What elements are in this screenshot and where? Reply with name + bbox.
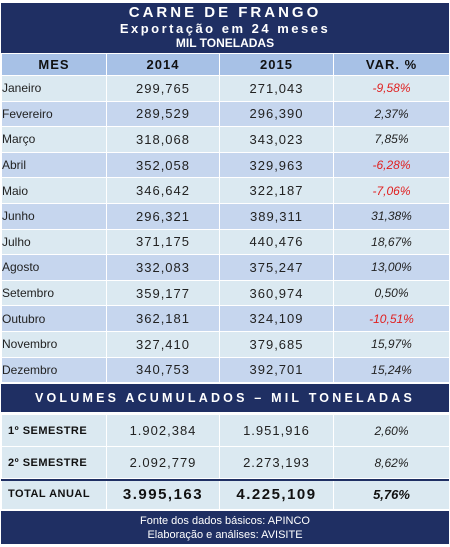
value-var: -10,51%: [333, 305, 450, 332]
table-row: Agosto 332,083 375,247 13,00%: [1, 254, 450, 281]
value-2015: 329,963: [219, 151, 334, 179]
footer-credits: Elaboração e análises: AVISITE: [147, 529, 303, 541]
table-row: Dezembro 340,753 392,701 15,24%: [1, 356, 450, 384]
value-var: 5,76%: [333, 478, 450, 510]
value-var: 18,67%: [333, 228, 450, 256]
column-header-2014: 2014: [106, 53, 220, 76]
value-2015: 2.273,193: [219, 446, 334, 479]
month-cell: Janeiro: [1, 75, 107, 102]
row-label: 2º SEMESTRE: [1, 446, 107, 479]
table-header: CARNE DE FRANGO Exportação em 24 meses M…: [1, 3, 449, 53]
table-footer: Fonte dos dados básicos: APINCO Elaboraç…: [1, 513, 449, 544]
value-2015: 4.225,109: [219, 478, 334, 510]
value-2014: 346,642: [106, 177, 220, 204]
row-label: TOTAL ANUAL: [1, 478, 107, 510]
table-row: Abril 352,058 329,963 -6,28%: [1, 151, 450, 179]
value-2015: 440,476: [219, 228, 334, 256]
value-var: 15,97%: [333, 330, 450, 358]
month-cell: Abril: [1, 151, 107, 179]
total-row: TOTAL ANUAL 3.995,163 4.225,109 5,76%: [1, 478, 450, 510]
value-2015: 1.951,916: [219, 414, 334, 447]
value-2014: 362,181: [106, 305, 220, 332]
table-title: CARNE DE FRANGO: [128, 4, 322, 21]
table-row: Fevereiro 289,529 296,390 2,37%: [1, 100, 450, 128]
month-cell: Junho: [1, 202, 107, 230]
table-row: Junho 296,321 389,311 31,38%: [1, 202, 450, 230]
value-2014: 352,058: [106, 151, 220, 179]
value-2014: 332,083: [106, 254, 220, 281]
table-row: Julho 371,175 440,476 18,67%: [1, 228, 450, 256]
table-row: Novembro 327,410 379,685 15,97%: [1, 330, 450, 358]
value-2014: 2.092,779: [106, 446, 220, 479]
column-header-mes: MES: [1, 53, 107, 76]
column-header-2015: 2015: [219, 53, 334, 76]
month-cell: Novembro: [1, 330, 107, 358]
table-row: Setembro 359,177 360,974 0,50%: [1, 279, 450, 307]
month-cell: Dezembro: [1, 356, 107, 384]
value-var: 8,62%: [333, 446, 450, 479]
divider: [1, 511, 449, 513]
column-header-row: MES 2014 2015 VAR. %: [1, 53, 450, 76]
divider: [1, 479, 449, 481]
month-cell: Março: [1, 126, 107, 153]
value-2014: 318,068: [106, 126, 220, 153]
value-var: 0,50%: [333, 279, 450, 307]
value-2014: 340,753: [106, 356, 220, 384]
value-var: 15,24%: [333, 356, 450, 384]
value-var: -7,06%: [333, 177, 450, 204]
value-var: -6,28%: [333, 151, 450, 179]
table-row: Maio 346,642 322,187 -7,06%: [1, 177, 450, 204]
value-2014: 299,765: [106, 75, 220, 102]
value-var: 13,00%: [333, 254, 450, 281]
monthly-table: MES 2014 2015 VAR. % Janeiro 299,765 271,0…: [1, 53, 450, 384]
table-row: Outubro 362,181 324,109 -10,51%: [1, 305, 450, 332]
value-2015: 324,109: [219, 305, 334, 332]
column-header-var: VAR. %: [333, 53, 450, 76]
value-2014: 289,529: [106, 100, 220, 128]
value-2015: 360,974: [219, 279, 334, 307]
month-cell: Outubro: [1, 305, 107, 332]
value-2014: 1.902,384: [106, 414, 220, 447]
month-cell: Setembro: [1, 279, 107, 307]
accumulated-title: VOLUMES ACUMULADOS – MIL TONELADAS: [1, 384, 449, 412]
table-row: Março 318,068 343,023 7,85%: [1, 126, 450, 153]
month-cell: Fevereiro: [1, 100, 107, 128]
table-row: Janeiro 299,765 271,043 -9,58%: [1, 75, 450, 102]
value-2014: 3.995,163: [106, 478, 220, 510]
footer-source: Fonte dos dados básicos: APINCO: [140, 515, 310, 527]
value-2015: 392,701: [219, 356, 334, 384]
table-row: 1º SEMESTRE 1.902,384 1.951,916 2,60%: [1, 414, 450, 447]
value-2015: 389,311: [219, 202, 334, 230]
value-2015: 296,390: [219, 100, 334, 128]
accumulated-table: 1º SEMESTRE 1.902,384 1.951,916 2,60% 2º…: [1, 414, 450, 510]
value-var: 31,38%: [333, 202, 450, 230]
value-2015: 271,043: [219, 75, 334, 102]
value-var: 2,60%: [333, 414, 450, 447]
value-2015: 375,247: [219, 254, 334, 281]
value-var: 2,37%: [333, 100, 450, 128]
value-var: 7,85%: [333, 126, 450, 153]
value-2014: 371,175: [106, 228, 220, 256]
month-cell: Maio: [1, 177, 107, 204]
row-label: 1º SEMESTRE: [1, 414, 107, 447]
value-2015: 343,023: [219, 126, 334, 153]
value-2014: 359,177: [106, 279, 220, 307]
value-var: -9,58%: [333, 75, 450, 102]
value-2014: 327,410: [106, 330, 220, 358]
month-cell: Julho: [1, 228, 107, 256]
table-subtitle: Exportação em 24 meses: [119, 21, 331, 36]
value-2014: 296,321: [106, 202, 220, 230]
table-row: 2º SEMESTRE 2.092,779 2.273,193 8,62%: [1, 446, 450, 479]
table-unit: MIL TONELADAS: [175, 36, 275, 50]
value-2015: 322,187: [219, 177, 334, 204]
month-cell: Agosto: [1, 254, 107, 281]
value-2015: 379,685: [219, 330, 334, 358]
